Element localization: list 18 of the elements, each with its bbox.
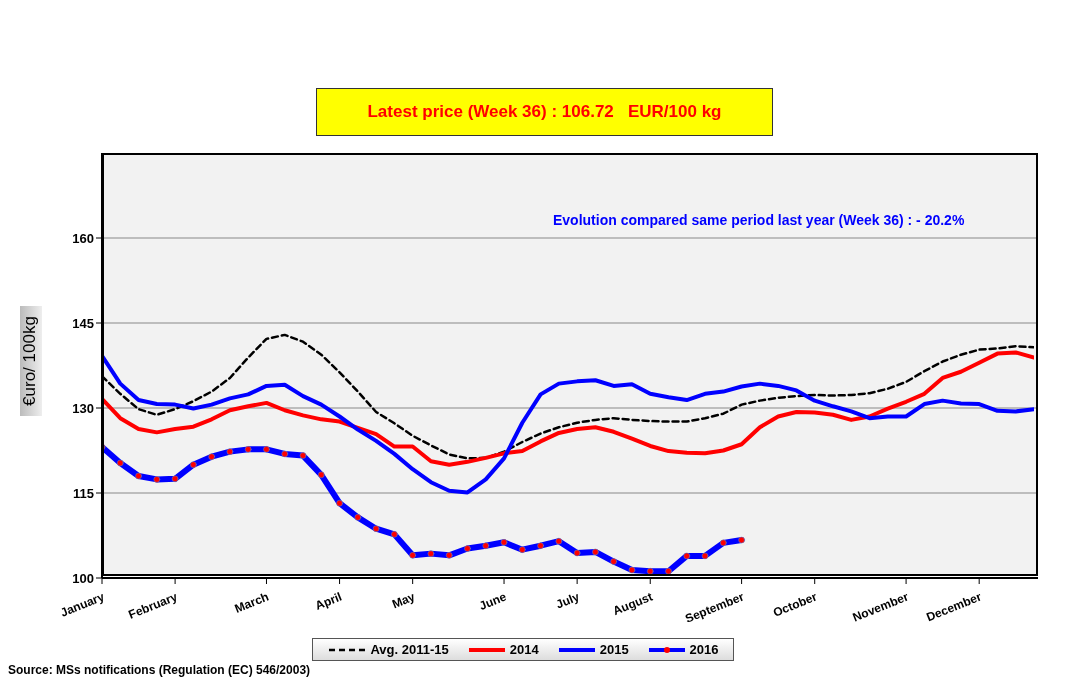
y-tick-label: 160 [72,230,94,246]
legend-label: 2014 [509,642,539,657]
y-tick-label: 145 [72,315,94,331]
legend-label: 2015 [599,642,629,657]
legend-label: Avg. 2011-15 [370,642,449,657]
y-tick-label: 130 [72,400,94,416]
legend-label: 2016 [689,642,719,657]
source-note: Source: MSs notifications (Regulation (EC) 546/2003) [8,663,311,677]
x-tick-label: April [313,589,344,613]
x-tick-label: May [390,589,418,612]
x-tick-label: July [553,589,582,612]
annotation: Evolution compared same period last year (Week 36) : - 20.2% [553,212,965,228]
y-tick-label: 115 [73,485,94,501]
x-tick-label: June [477,589,509,614]
y-axis-title: €uro/ 100kg [20,306,42,416]
x-tick-label: March [232,589,271,616]
chart-title: Latest price (Week 36) : 106.72 EUR/100 kg [316,88,773,136]
y-tick-label: 100 [72,570,94,586]
